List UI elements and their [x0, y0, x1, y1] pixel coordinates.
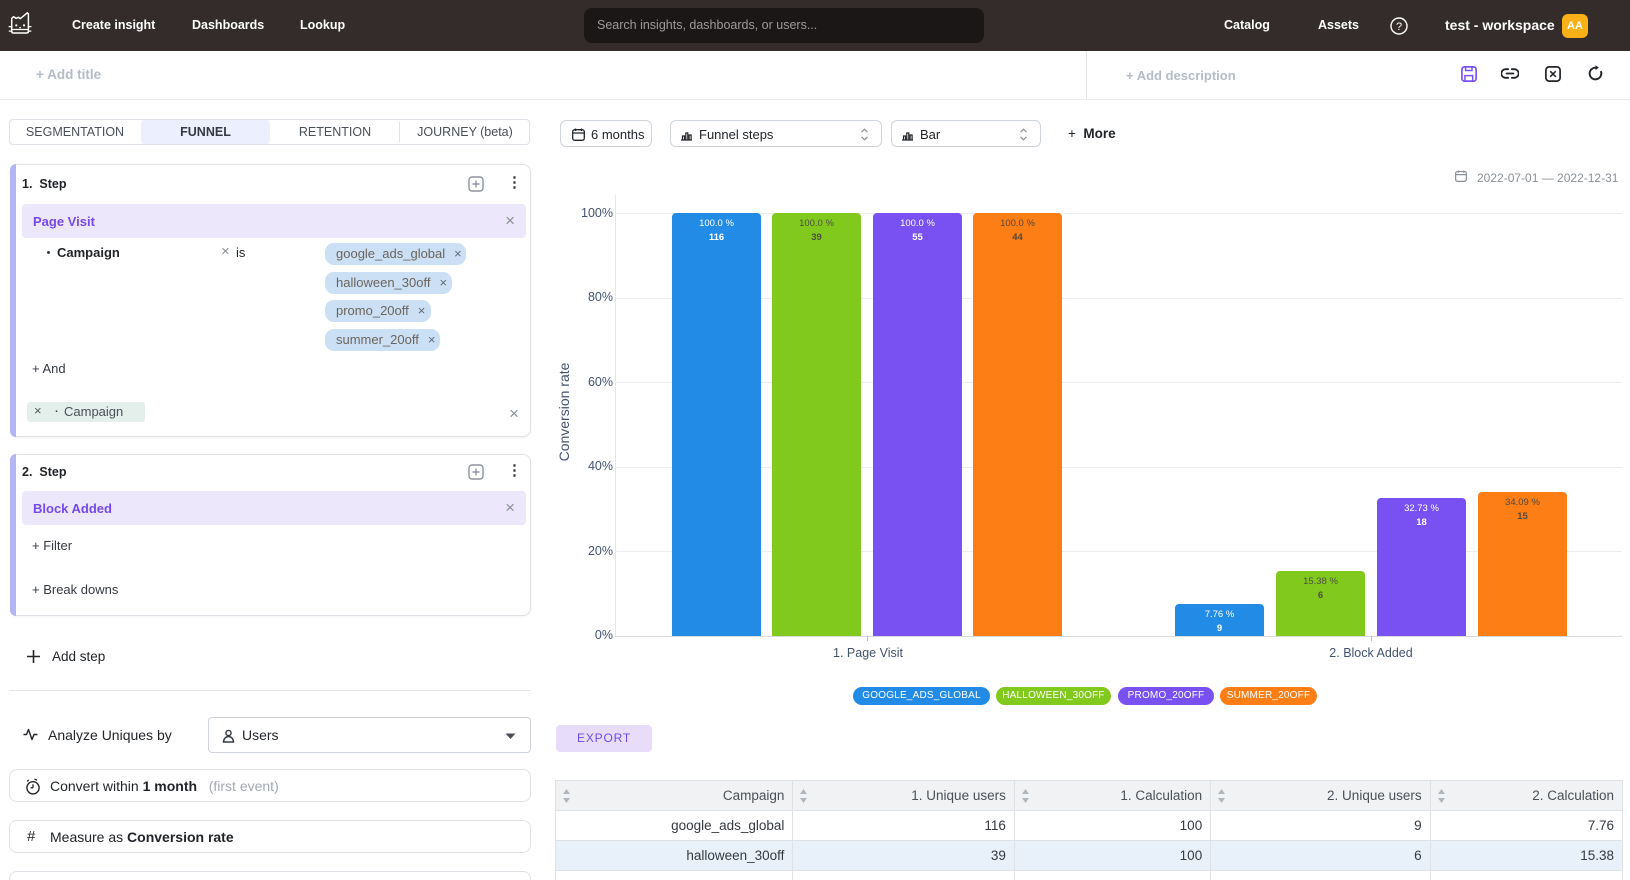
svg-text:?: ? — [1396, 21, 1402, 33]
